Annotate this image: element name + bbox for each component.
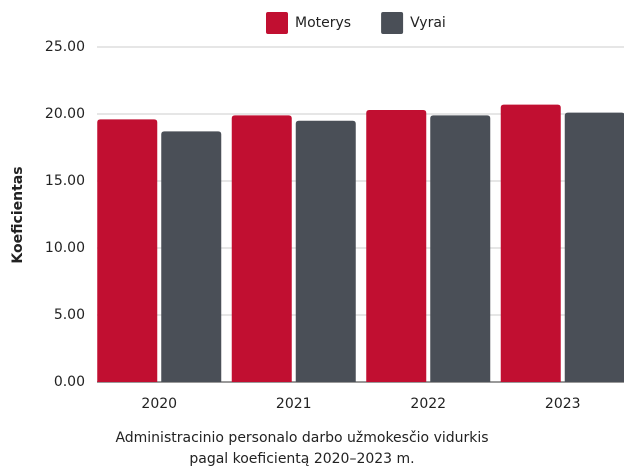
x-tick-label: 2020 [141, 396, 177, 412]
legend-swatch [266, 12, 288, 34]
legend-label: Vyrai [410, 15, 446, 31]
bar [161, 131, 222, 382]
legend-swatch [381, 12, 404, 34]
bar [430, 115, 491, 382]
y-tick-label: 15.00 [45, 173, 85, 189]
chart: Koeficientas 0.00 5.00 10.00 15.00 20.00 25.0… [10, 12, 624, 412]
y-axis-label: Koeficientas [10, 166, 26, 263]
chart-title: Administracinio personalo darbo užmokesč… [115, 430, 489, 467]
bar [564, 112, 624, 382]
x-tick-label: 2022 [410, 396, 446, 412]
y-tick-label: 25.00 [45, 39, 85, 55]
bar [366, 109, 427, 382]
bar [231, 115, 292, 382]
bar [97, 119, 158, 383]
legend-label: Moterys [295, 15, 351, 31]
y-tick-label: 20.00 [45, 106, 85, 122]
bar [295, 120, 356, 382]
x-tick-label: 2021 [276, 396, 312, 412]
y-tick-label: 5.00 [54, 307, 85, 323]
bar [500, 104, 561, 383]
y-tick-label: 10.00 [45, 240, 85, 256]
x-tick-label: 2023 [545, 396, 581, 412]
y-tick-label: 0.00 [54, 374, 85, 390]
